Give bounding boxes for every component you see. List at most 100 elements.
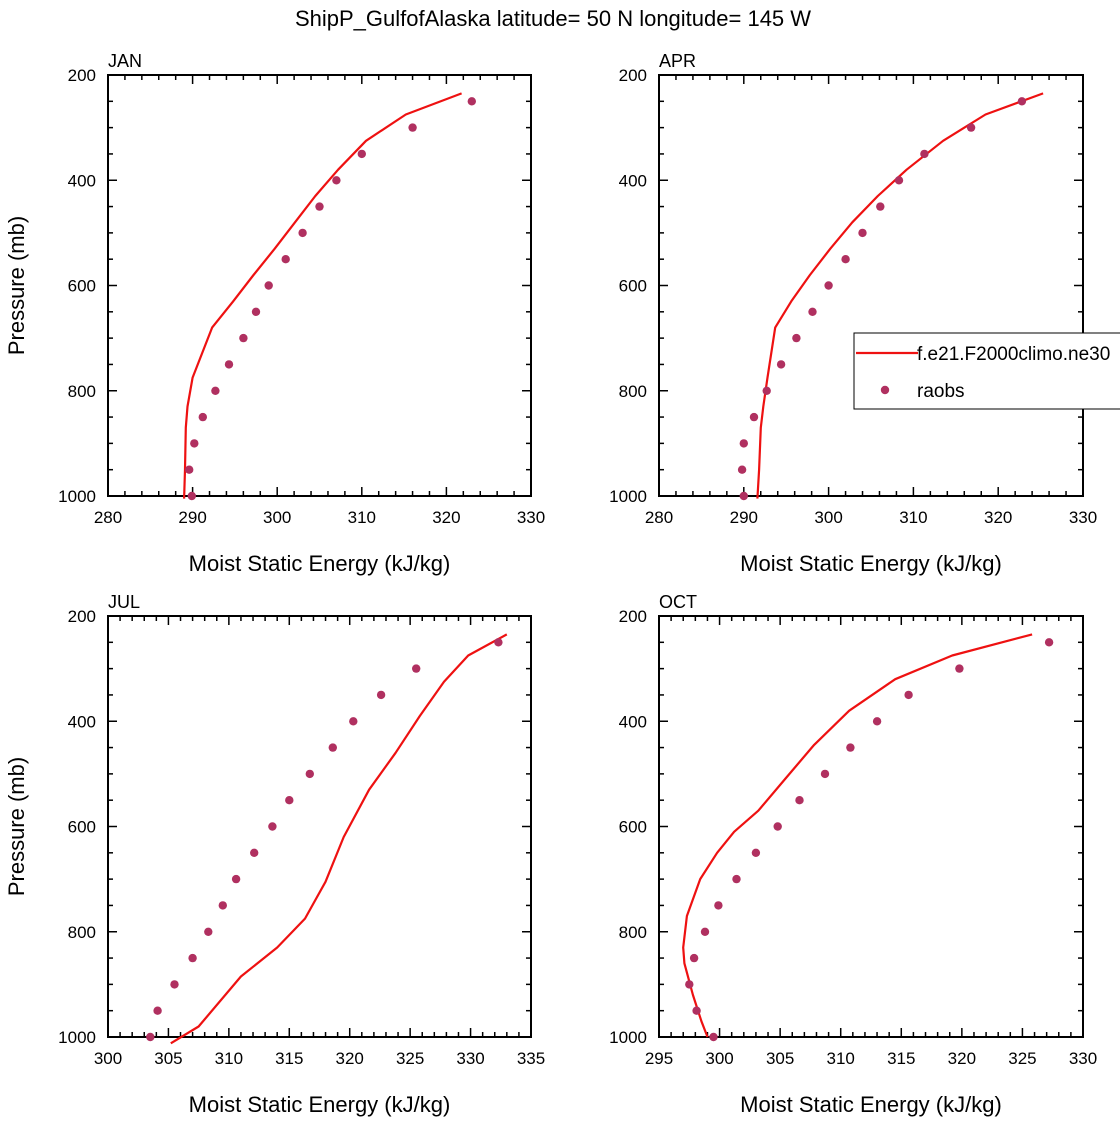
panel-jan-ytick-label: 400 [68, 171, 96, 190]
panel-oct-ytick-label: 400 [619, 712, 647, 731]
panel-apr-obs-point [966, 123, 976, 132]
panel-apr-xtick-label: 330 [1069, 508, 1097, 527]
panel-jan-xtick-label: 300 [263, 508, 291, 527]
panel-apr-obs-point [824, 281, 833, 290]
legend-obs-label: raobs [917, 381, 965, 402]
panel-apr-obs-point [749, 412, 759, 422]
panel-apr-ytick-label: 600 [619, 277, 647, 296]
panel-oct-obs-point [689, 953, 699, 963]
panel-jan-xtick-label: 310 [348, 508, 376, 527]
panel-jul-obs-point [231, 874, 241, 884]
panel-jul-xlabel: Moist Static Energy (kJ/kg) [189, 1092, 451, 1117]
panel-oct-obs-point [751, 848, 761, 857]
panel-jul-xtick-label: 310 [215, 1049, 243, 1068]
legend-box [853, 332, 1120, 410]
panel-jul-xtick-label: 300 [94, 1049, 122, 1068]
panel-oct-obs-point [904, 690, 913, 700]
panel-oct-obs-point [773, 822, 782, 831]
panel-apr-ytick-label: 200 [619, 66, 647, 85]
panel-jul-xtick-label: 315 [275, 1049, 303, 1068]
panel-jan-obs-point [190, 439, 199, 448]
panel-jan-obs-point [357, 149, 366, 159]
panel-oct-obs-point [692, 1006, 701, 1015]
panel-jan-obs-point [315, 202, 324, 211]
panel-oct-obs-point [709, 1032, 718, 1042]
panel-jul-frame [107, 615, 532, 1038]
panel-oct-xtick-label: 300 [705, 1049, 733, 1068]
panel-apr-obs-point [876, 202, 885, 211]
panel-apr-ytick-label: 800 [619, 382, 647, 401]
panel-jul-title: JUL [108, 592, 140, 612]
panel-jul-xtick-label: 330 [456, 1049, 484, 1068]
panels: JAN 280 290 300 310 320 330 200 400 600 800 1000 Moi… [4, 51, 1097, 1117]
panel-jan-obs-point [211, 386, 220, 395]
panel-apr-ytick-label: 400 [619, 171, 647, 190]
panel-apr-xtick-label: 290 [730, 508, 758, 527]
panel-jul-obs-point [494, 638, 503, 647]
panel-jan-obs-point [198, 412, 207, 422]
panel-jul-xtick-label: 325 [396, 1049, 424, 1068]
panel-jul-obs-point [328, 743, 337, 752]
panel-apr-obs-point [762, 386, 771, 395]
panel-oct-obs-point [714, 901, 723, 910]
panel-oct-obs-point [685, 980, 694, 989]
panel-oct-obs-point [1044, 638, 1054, 647]
panel-oct-ytick-label: 200 [619, 607, 647, 626]
panel-jul-obs-point [218, 901, 227, 910]
panel-oct-obs-point [872, 717, 882, 726]
panel-jan-ytick-label: 200 [68, 66, 96, 85]
panel-jan-obs-point [298, 228, 307, 238]
panel-jul-ytick-label: 200 [68, 607, 96, 626]
panel-apr-xtick-label: 300 [814, 508, 842, 527]
panel-jul-model-line [170, 633, 508, 1045]
panel-apr-model-line [756, 92, 1044, 499]
legend-model-label: f.e21.F2000climo.ne30 [917, 344, 1110, 365]
panel-oct-obs-point [795, 796, 804, 805]
figure-title: ShipP_GulfofAlaska latitude= 50 N longit… [295, 6, 811, 31]
panel-apr-obs-point [1017, 97, 1027, 106]
panel-oct-xtick-label: 310 [827, 1049, 855, 1068]
panel-jan-obs-point [239, 333, 248, 343]
panel-apr-obs-point [792, 333, 801, 343]
panel-apr-obs-point [739, 439, 748, 448]
panel-oct-obs-point [846, 743, 855, 752]
panel-jul-ytick-label: 400 [68, 712, 96, 731]
panel-apr-obs-point [841, 255, 850, 264]
panel-apr-xtick-label: 310 [899, 508, 927, 527]
panel-jan-ytick-label: 800 [68, 382, 96, 401]
panel-oct-frame [658, 615, 1084, 1038]
panel-jul-obs-point [250, 848, 259, 857]
panel-jan-obs-point [264, 281, 273, 290]
panel-oct-xtick-label: 305 [766, 1049, 794, 1068]
panel-oct-obs-point [732, 874, 741, 884]
panel-jan-obs-point [467, 97, 476, 106]
legend-obs-marker [880, 385, 890, 395]
panel-jul-obs-point [349, 717, 358, 726]
panel-apr-obs-point [737, 465, 747, 474]
panel-jul-obs-point [376, 690, 386, 700]
panel-jan-xtick-label: 280 [94, 508, 122, 527]
panel-oct-xtick-label: 330 [1069, 1049, 1097, 1068]
panel-oct-ytick-label: 600 [619, 818, 647, 837]
panel-jul-ytick-label: 600 [68, 818, 96, 837]
panel-jan-obs-point [251, 307, 261, 316]
panel-jul-obs-point [305, 769, 314, 779]
panel-jan-model-line [183, 92, 462, 499]
panel-jul-obs-point [146, 1032, 155, 1042]
panel-jan-ytick-label: 1000 [58, 487, 96, 506]
panel-jan: JAN 280 290 300 310 320 330 200 400 600 800 1000 Moi… [4, 51, 545, 576]
panel-jul-obs-point [412, 664, 421, 673]
panel-jan-xtick-label: 330 [517, 508, 545, 527]
panel-oct-xtick-label: 315 [887, 1049, 915, 1068]
panel-jan-ytick-label: 600 [68, 277, 96, 296]
panel-jan-title: JAN [108, 51, 142, 71]
panel-apr-obs-point [808, 307, 817, 316]
panel-oct-obs-point [820, 769, 830, 779]
panel-jul-xtick-label: 335 [517, 1049, 545, 1068]
panel-oct-title: OCT [659, 592, 697, 612]
panel-jul-ytick-label: 800 [68, 923, 96, 942]
panel-jan-frame [107, 74, 532, 497]
panel-jul-xtick-label: 305 [154, 1049, 182, 1068]
panel-jan-xtick-label: 320 [432, 508, 460, 527]
